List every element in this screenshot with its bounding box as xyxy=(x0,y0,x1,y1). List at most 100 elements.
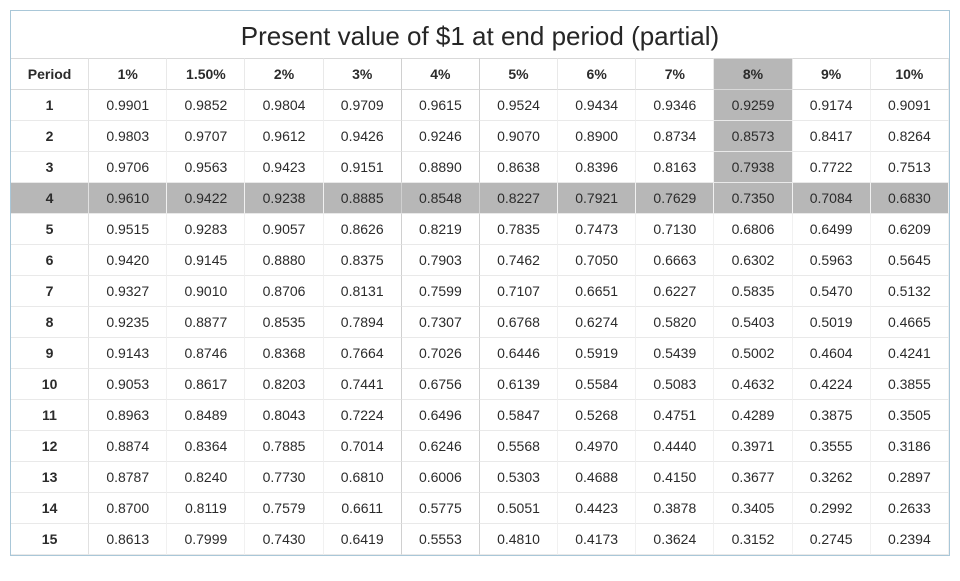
value-cell: 0.8874 xyxy=(89,431,167,462)
value-cell: 0.7130 xyxy=(636,214,714,245)
value-cell: 0.2633 xyxy=(871,493,949,524)
value-cell: 0.8573 xyxy=(714,121,792,152)
value-cell: 0.4632 xyxy=(714,369,792,400)
value-cell: 0.8163 xyxy=(636,152,714,183)
period-cell: 1 xyxy=(11,90,89,121)
rate-header: 10% xyxy=(871,58,949,90)
value-cell: 0.8535 xyxy=(245,307,323,338)
value-cell: 0.6419 xyxy=(324,524,402,555)
value-cell: 0.9707 xyxy=(167,121,245,152)
value-cell: 0.3878 xyxy=(636,493,714,524)
value-cell: 0.9346 xyxy=(636,90,714,121)
table-row: 80.92350.88770.85350.78940.73070.67680.6… xyxy=(11,307,949,338)
value-cell: 0.8417 xyxy=(793,121,871,152)
pv-table: Period1%1.50%2%3%4%5%6%7%8%9%10% 10.9901… xyxy=(11,58,949,555)
value-cell: 0.5268 xyxy=(558,400,636,431)
value-cell: 0.9174 xyxy=(793,90,871,121)
value-cell: 0.8368 xyxy=(245,338,323,369)
value-cell: 0.3262 xyxy=(793,462,871,493)
value-cell: 0.7664 xyxy=(324,338,402,369)
rate-header: 1.50% xyxy=(167,58,245,90)
value-cell: 0.2992 xyxy=(793,493,871,524)
rate-header: 3% xyxy=(324,58,402,90)
value-cell: 0.8890 xyxy=(402,152,480,183)
period-cell: 5 xyxy=(11,214,89,245)
table-row: 120.88740.83640.78850.70140.62460.55680.… xyxy=(11,431,949,462)
value-cell: 0.9901 xyxy=(89,90,167,121)
value-cell: 0.7579 xyxy=(245,493,323,524)
value-cell: 0.5775 xyxy=(402,493,480,524)
value-cell: 0.3677 xyxy=(714,462,792,493)
value-cell: 0.4241 xyxy=(871,338,949,369)
value-cell: 0.7730 xyxy=(245,462,323,493)
value-cell: 0.7599 xyxy=(402,276,480,307)
value-cell: 0.5645 xyxy=(871,245,949,276)
table-row: 150.86130.79990.74300.64190.55530.48100.… xyxy=(11,524,949,555)
value-cell: 0.3555 xyxy=(793,431,871,462)
table-row: 130.87870.82400.77300.68100.60060.53030.… xyxy=(11,462,949,493)
value-cell: 0.7835 xyxy=(480,214,558,245)
rate-header: 5% xyxy=(480,58,558,90)
value-cell: 0.4224 xyxy=(793,369,871,400)
value-cell: 0.8700 xyxy=(89,493,167,524)
value-cell: 0.4173 xyxy=(558,524,636,555)
value-cell: 0.7903 xyxy=(402,245,480,276)
value-cell: 0.4440 xyxy=(636,431,714,462)
table-row: 50.95150.92830.90570.86260.82190.78350.7… xyxy=(11,214,949,245)
value-cell: 0.7894 xyxy=(324,307,402,338)
period-header: Period xyxy=(11,58,89,90)
value-cell: 0.9515 xyxy=(89,214,167,245)
value-cell: 0.5051 xyxy=(480,493,558,524)
value-cell: 0.7441 xyxy=(324,369,402,400)
value-cell: 0.9246 xyxy=(402,121,480,152)
value-cell: 0.8203 xyxy=(245,369,323,400)
value-cell: 0.7350 xyxy=(714,183,792,214)
value-cell: 0.8706 xyxy=(245,276,323,307)
value-cell: 0.3624 xyxy=(636,524,714,555)
value-cell: 0.3186 xyxy=(871,431,949,462)
value-cell: 0.5584 xyxy=(558,369,636,400)
value-cell: 0.7224 xyxy=(324,400,402,431)
value-cell: 0.6446 xyxy=(480,338,558,369)
period-cell: 15 xyxy=(11,524,89,555)
table-row: 60.94200.91450.88800.83750.79030.74620.7… xyxy=(11,245,949,276)
value-cell: 0.2897 xyxy=(871,462,949,493)
value-cell: 0.9612 xyxy=(245,121,323,152)
value-cell: 0.6496 xyxy=(402,400,480,431)
value-cell: 0.5568 xyxy=(480,431,558,462)
value-cell: 0.5019 xyxy=(793,307,871,338)
rate-header: 2% xyxy=(245,58,323,90)
value-cell: 0.6246 xyxy=(402,431,480,462)
value-cell: 0.6830 xyxy=(871,183,949,214)
value-cell: 0.9852 xyxy=(167,90,245,121)
value-cell: 0.4150 xyxy=(636,462,714,493)
value-cell: 0.4665 xyxy=(871,307,949,338)
value-cell: 0.7473 xyxy=(558,214,636,245)
value-cell: 0.9615 xyxy=(402,90,480,121)
value-cell: 0.6499 xyxy=(793,214,871,245)
value-cell: 0.7629 xyxy=(636,183,714,214)
value-cell: 0.4970 xyxy=(558,431,636,462)
value-cell: 0.9283 xyxy=(167,214,245,245)
value-cell: 0.5963 xyxy=(793,245,871,276)
value-cell: 0.5439 xyxy=(636,338,714,369)
value-cell: 0.5303 xyxy=(480,462,558,493)
rate-header: 1% xyxy=(89,58,167,90)
value-cell: 0.8885 xyxy=(324,183,402,214)
value-cell: 0.9091 xyxy=(871,90,949,121)
value-cell: 0.4423 xyxy=(558,493,636,524)
value-cell: 0.2745 xyxy=(793,524,871,555)
value-cell: 0.4810 xyxy=(480,524,558,555)
value-cell: 0.6806 xyxy=(714,214,792,245)
value-cell: 0.8746 xyxy=(167,338,245,369)
value-cell: 0.6274 xyxy=(558,307,636,338)
value-cell: 0.6663 xyxy=(636,245,714,276)
value-cell: 0.5470 xyxy=(793,276,871,307)
value-cell: 0.7430 xyxy=(245,524,323,555)
table-row: 100.90530.86170.82030.74410.67560.61390.… xyxy=(11,369,949,400)
value-cell: 0.5553 xyxy=(402,524,480,555)
value-cell: 0.5820 xyxy=(636,307,714,338)
value-cell: 0.7026 xyxy=(402,338,480,369)
rate-header: 9% xyxy=(793,58,871,90)
value-cell: 0.9426 xyxy=(324,121,402,152)
